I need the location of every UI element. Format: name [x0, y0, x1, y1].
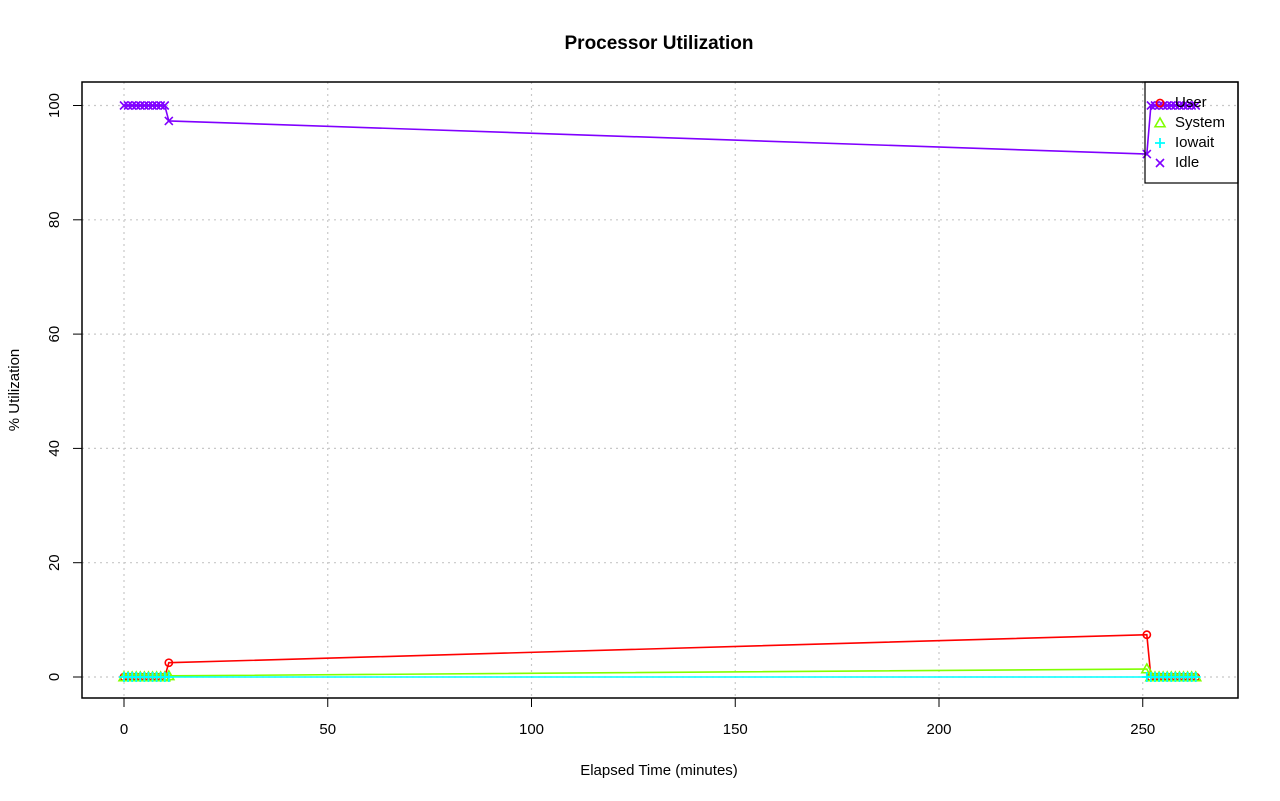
y-tick-label: 0	[46, 673, 63, 681]
data-point-idle	[1174, 100, 1184, 111]
data-point-idle	[123, 100, 133, 111]
data-point-idle	[147, 100, 158, 111]
data-point-user	[164, 658, 174, 668]
data-point-idle	[160, 100, 170, 111]
series-line-idle	[124, 104, 1196, 155]
data-point-idle	[139, 100, 149, 111]
data-point-idle	[1170, 100, 1180, 111]
grid	[82, 82, 1238, 698]
y-tick-label: 60	[46, 326, 63, 343]
data-point-idle	[156, 100, 166, 111]
data-point-idle	[143, 100, 154, 111]
series-system	[117, 662, 1203, 682]
x-tick-label: 150	[723, 721, 748, 738]
data-series	[117, 100, 1203, 682]
y-tick-label: 40	[46, 440, 63, 457]
data-point-idle	[1166, 100, 1176, 111]
y-tick-label: 20	[46, 554, 63, 571]
data-point-idle	[1142, 149, 1152, 159]
legend-label-idle: Idle	[1175, 154, 1199, 171]
y-tick-label: 80	[46, 211, 63, 228]
data-point-idle	[135, 100, 145, 111]
x-tick-label: 0	[120, 721, 128, 738]
x-tick-label: 100	[519, 721, 544, 738]
legend-marker-system	[1153, 116, 1167, 128]
data-point-idle	[1183, 100, 1193, 111]
chart-title: Processor Utilization	[565, 33, 754, 54]
data-point-idle	[1191, 100, 1201, 111]
series-line-system	[124, 668, 1196, 678]
data-point-iowait	[1190, 672, 1201, 682]
legend-label-system: System	[1175, 114, 1225, 131]
data-point-idle	[1162, 100, 1172, 111]
series-line-user	[124, 633, 1196, 678]
legend-marker-user	[1155, 98, 1165, 108]
data-point-idle	[1150, 100, 1160, 111]
y-tick-label: 100	[46, 93, 63, 118]
x-tick-label: 50	[319, 721, 336, 738]
series-idle	[119, 100, 1201, 159]
data-point-idle	[127, 100, 137, 111]
x-tick-label: 250	[1130, 721, 1155, 738]
data-point-user	[1142, 630, 1152, 640]
axes: 0 50 100 150 200 250 0 20 40 60 80 100	[46, 93, 1155, 738]
data-point-idle	[131, 100, 141, 111]
data-point-idle	[1187, 100, 1197, 111]
x-tick-label: 200	[926, 721, 951, 738]
legend-marker-idle	[1155, 158, 1165, 168]
data-point-iowait	[163, 672, 174, 682]
data-point-idle	[152, 100, 162, 111]
plot-frame	[81, 81, 1239, 699]
x-axis-label: Elapsed Time (minutes)	[580, 762, 738, 779]
data-point-idle	[164, 116, 174, 126]
legend-box	[1144, 81, 1239, 184]
data-point-idle	[1146, 100, 1156, 111]
legend-label-iowait: Iowait	[1175, 134, 1215, 151]
y-axis-label: % Utilization	[6, 349, 23, 432]
legend-label-user: User	[1175, 94, 1207, 111]
series-iowait	[119, 672, 1201, 682]
data-point-idle	[119, 100, 129, 111]
data-point-idle	[1178, 100, 1189, 111]
legend: User System Iowait Idle	[1144, 81, 1239, 184]
legend-marker-iowait	[1155, 138, 1165, 148]
